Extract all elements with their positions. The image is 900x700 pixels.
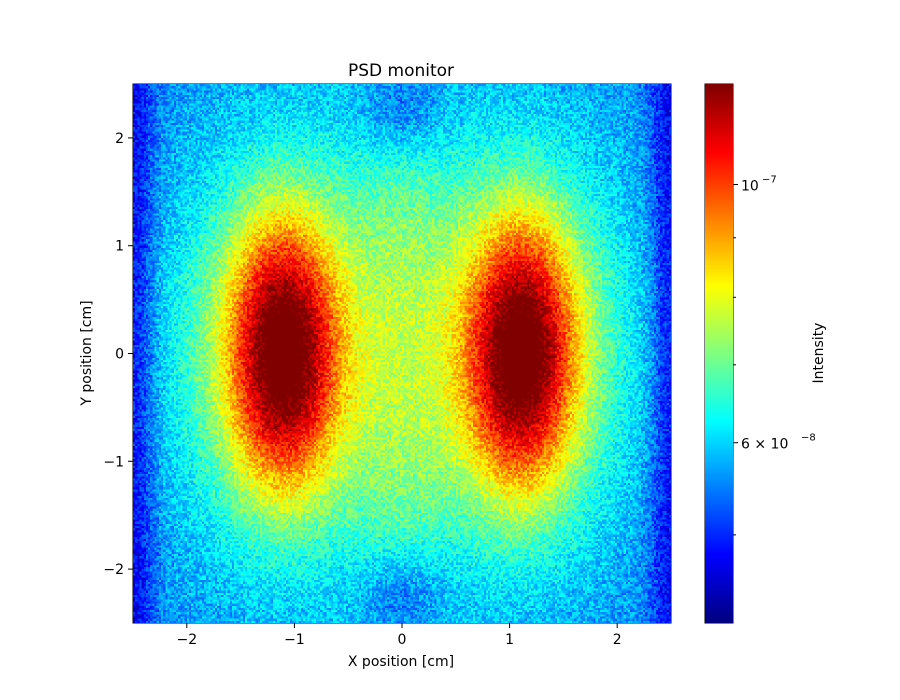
x-tick-label: 0 <box>398 632 407 648</box>
y-tick-label: 1 <box>115 239 124 255</box>
colorbar-gradient <box>705 84 733 623</box>
x-tick-label: 1 <box>505 632 514 648</box>
y-tick-label: 2 <box>115 131 124 147</box>
y-tick-label: 0 <box>115 347 124 363</box>
colorbar-label: Intensity <box>811 323 827 384</box>
x-tick-label: 2 <box>613 632 622 648</box>
x-tick-label: −1 <box>284 632 305 648</box>
y-axis-label: Y position [cm] <box>79 300 95 406</box>
colorbar-tick-exponent: −7 <box>762 175 777 186</box>
y-tick-label: −1 <box>103 454 124 470</box>
colorbar-tick-label: 10 <box>741 179 759 195</box>
x-axis-label: X position [cm] <box>348 654 454 670</box>
y-axis: −2 −1 0 1 2 <box>103 131 133 578</box>
colorbar-tick-label: 6 × 10 <box>741 437 788 453</box>
x-tick-label: −2 <box>176 632 197 648</box>
colorbar-tick-exponent: −8 <box>801 433 816 444</box>
colorbar-axis: 10 −7 6 × 10 −8 <box>733 175 816 536</box>
chart-title: PSD monitor <box>348 61 454 81</box>
heatmap-image <box>133 84 671 623</box>
x-axis: −2 −1 0 1 2 <box>176 623 622 648</box>
y-tick-label: −2 <box>103 562 124 578</box>
